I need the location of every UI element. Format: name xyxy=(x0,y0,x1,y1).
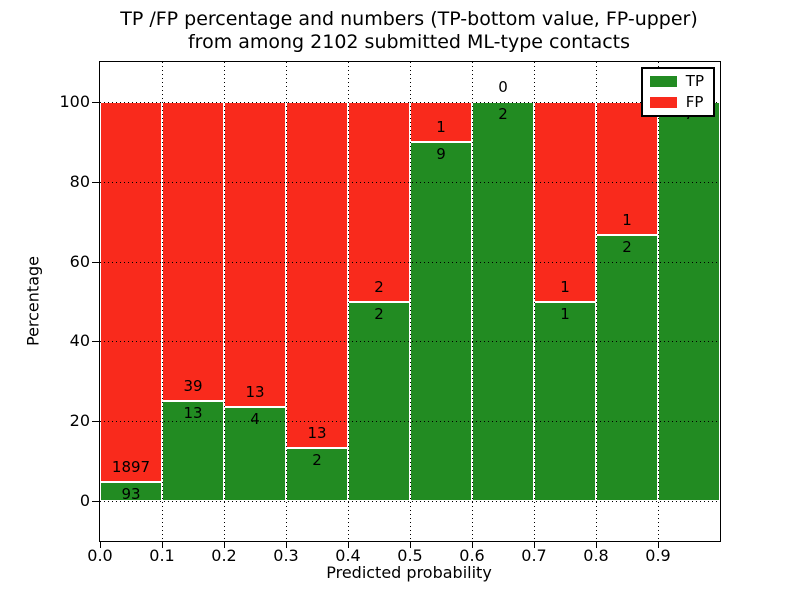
x-tick-label: 0.9 xyxy=(645,546,671,565)
v-gridline xyxy=(472,62,473,541)
fp-count-label: 13 xyxy=(307,423,327,442)
v-gridline xyxy=(162,62,163,541)
y-tick-label: 20 xyxy=(69,411,90,431)
legend-item-tp: TP xyxy=(649,72,704,90)
legend-item-fp: FP xyxy=(649,93,704,111)
x-tick-label: 0.0 xyxy=(87,546,113,565)
y-axis-label: Percentage xyxy=(23,255,43,347)
bar-segment-tp xyxy=(596,235,658,501)
bar-segment-fp xyxy=(224,102,286,408)
x-tick-label: 0.5 xyxy=(397,546,423,565)
tp-count-label: 2 xyxy=(312,450,322,469)
bar-segment-fp xyxy=(348,102,410,302)
y-tick-mark xyxy=(92,501,100,502)
x-tick-label: 0.7 xyxy=(521,546,547,565)
tp-count-label: 2 xyxy=(498,105,508,123)
bar-segment-tp xyxy=(100,482,162,501)
x-tick-label: 0.4 xyxy=(335,546,361,565)
legend-label-fp: FP xyxy=(685,93,704,111)
tp-count-label: 9 xyxy=(436,144,446,163)
x-tick-mark xyxy=(100,541,101,548)
x-tick-label: 0.2 xyxy=(211,546,237,565)
bar-segment-tp xyxy=(348,301,410,501)
x-tick-label: 0.3 xyxy=(273,546,299,565)
chart-title: TP /FP percentage and numbers (TP-bottom… xyxy=(99,8,719,54)
bar-segment-tp xyxy=(162,401,224,501)
x-tick-mark xyxy=(162,541,163,548)
x-tick-label: 0.6 xyxy=(459,546,485,565)
x-tick-label: 0.1 xyxy=(149,546,175,565)
y-tick-mark xyxy=(92,341,100,343)
x-tick-mark xyxy=(596,541,597,548)
y-tick-mark xyxy=(92,261,100,263)
bar-segment-fp xyxy=(100,102,162,483)
legend: TP FP xyxy=(640,67,715,117)
y-tick-label: 100 xyxy=(59,92,90,111)
tp-count-label: 4 xyxy=(250,410,260,429)
chart-title-line2: from among 2102 submitted ML-type contac… xyxy=(187,31,631,53)
fp-count-label: 39 xyxy=(183,377,203,396)
bar-segment-tp xyxy=(534,301,596,501)
fp-count-label: 1 xyxy=(436,117,446,136)
fp-count-label: 1 xyxy=(622,211,632,229)
v-gridline xyxy=(596,62,597,541)
x-tick-mark xyxy=(286,541,287,548)
v-gridline xyxy=(286,62,287,541)
x-tick-mark xyxy=(410,541,411,548)
tp-count-label: 2 xyxy=(374,304,384,323)
tp-count-label: 2 xyxy=(622,238,632,256)
fp-count-label: 2 xyxy=(374,277,384,296)
y-tick-label: 60 xyxy=(69,251,90,271)
x-tick-mark xyxy=(472,541,473,548)
x-tick-mark xyxy=(658,541,659,548)
y-tick-label: 80 xyxy=(69,171,90,191)
v-gridline xyxy=(224,62,225,541)
x-tick-mark xyxy=(534,541,535,548)
bar-segment-fp xyxy=(286,102,348,448)
fp-count-label: 1897 xyxy=(111,458,151,477)
y-tick-mark xyxy=(92,421,100,423)
plot-area: 1897933913134132221902111207 02040608010… xyxy=(59,61,721,565)
fp-count-label: 0 xyxy=(498,78,508,96)
bar-segment-fp xyxy=(534,102,596,302)
x-tick-label: 0.8 xyxy=(583,546,609,565)
fp-swatch-icon xyxy=(649,97,677,108)
y-tick-mark xyxy=(92,102,100,103)
fp-count-label: 1 xyxy=(560,277,570,296)
x-tick-mark xyxy=(224,541,225,548)
legend-label-tp: TP xyxy=(685,72,704,90)
x-axis-label: Predicted probability xyxy=(326,563,492,582)
y-tick-label: 40 xyxy=(69,331,90,351)
bar-segment-fp xyxy=(162,102,224,402)
bar-segment-tp xyxy=(472,102,534,501)
tp-swatch-icon xyxy=(649,76,677,87)
v-gridline xyxy=(348,62,349,541)
bar-segment-tp xyxy=(410,141,472,501)
y-tick-label: 0 xyxy=(79,491,90,510)
y-tick-mark xyxy=(92,181,100,183)
x-tick-mark xyxy=(348,541,349,548)
bar-segment-tp xyxy=(658,102,720,501)
fp-count-label: 13 xyxy=(245,383,265,402)
tp-count-label: 1 xyxy=(560,304,570,323)
v-gridline xyxy=(534,62,535,541)
v-gridline xyxy=(410,62,411,541)
v-gridline xyxy=(658,62,659,541)
tp-count-label: 13 xyxy=(183,404,203,423)
chart-title-line1: TP /FP percentage and numbers (TP-bottom… xyxy=(120,8,698,30)
tp-count-label: 93 xyxy=(121,485,141,504)
